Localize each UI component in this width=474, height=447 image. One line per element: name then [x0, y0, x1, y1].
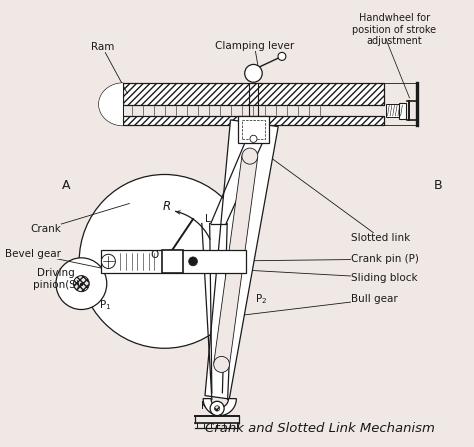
- Bar: [242, 120, 265, 139]
- Bar: [237, 116, 269, 143]
- Text: Slotted link: Slotted link: [266, 154, 410, 243]
- Text: Bull gear: Bull gear: [220, 294, 397, 318]
- Text: R: R: [163, 200, 171, 213]
- Bar: [386, 104, 399, 117]
- Circle shape: [73, 276, 89, 292]
- Circle shape: [159, 256, 170, 267]
- Text: A: A: [62, 179, 70, 192]
- Text: L: L: [205, 214, 210, 224]
- Text: Crank: Crank: [30, 203, 129, 234]
- Polygon shape: [99, 83, 123, 126]
- Circle shape: [56, 258, 107, 309]
- Bar: [399, 102, 406, 118]
- Text: Crank and Slotted Link Mechanism: Crank and Slotted Link Mechanism: [205, 422, 435, 435]
- Polygon shape: [203, 399, 237, 416]
- Text: Sliding block: Sliding block: [169, 266, 417, 283]
- Text: Ram: Ram: [91, 42, 128, 93]
- Circle shape: [245, 64, 262, 82]
- Text: Handwheel for
position of stroke
adjustment: Handwheel for position of stroke adjustm…: [352, 13, 437, 46]
- Circle shape: [214, 356, 229, 372]
- Text: Driving
pinion(S): Driving pinion(S): [33, 268, 80, 290]
- Circle shape: [250, 135, 257, 143]
- Polygon shape: [205, 120, 278, 399]
- Bar: [163, 250, 183, 273]
- Circle shape: [278, 52, 286, 60]
- Text: B: B: [434, 179, 443, 192]
- Bar: [100, 250, 246, 273]
- Circle shape: [101, 254, 115, 269]
- Circle shape: [215, 406, 220, 411]
- Circle shape: [242, 148, 258, 164]
- Polygon shape: [123, 83, 383, 105]
- Text: P$_1$: P$_1$: [99, 298, 112, 312]
- Circle shape: [210, 401, 224, 416]
- Text: K: K: [201, 401, 208, 411]
- Polygon shape: [214, 155, 258, 366]
- Text: O: O: [151, 250, 159, 260]
- Polygon shape: [123, 116, 383, 126]
- Text: P$_2$: P$_2$: [255, 292, 267, 306]
- Text: Clamping lever: Clamping lever: [215, 41, 294, 65]
- Circle shape: [79, 174, 250, 348]
- Polygon shape: [99, 83, 123, 126]
- Text: Crank pin (P): Crank pin (P): [197, 254, 419, 264]
- Circle shape: [189, 257, 197, 266]
- Text: Bevel gear: Bevel gear: [5, 249, 112, 270]
